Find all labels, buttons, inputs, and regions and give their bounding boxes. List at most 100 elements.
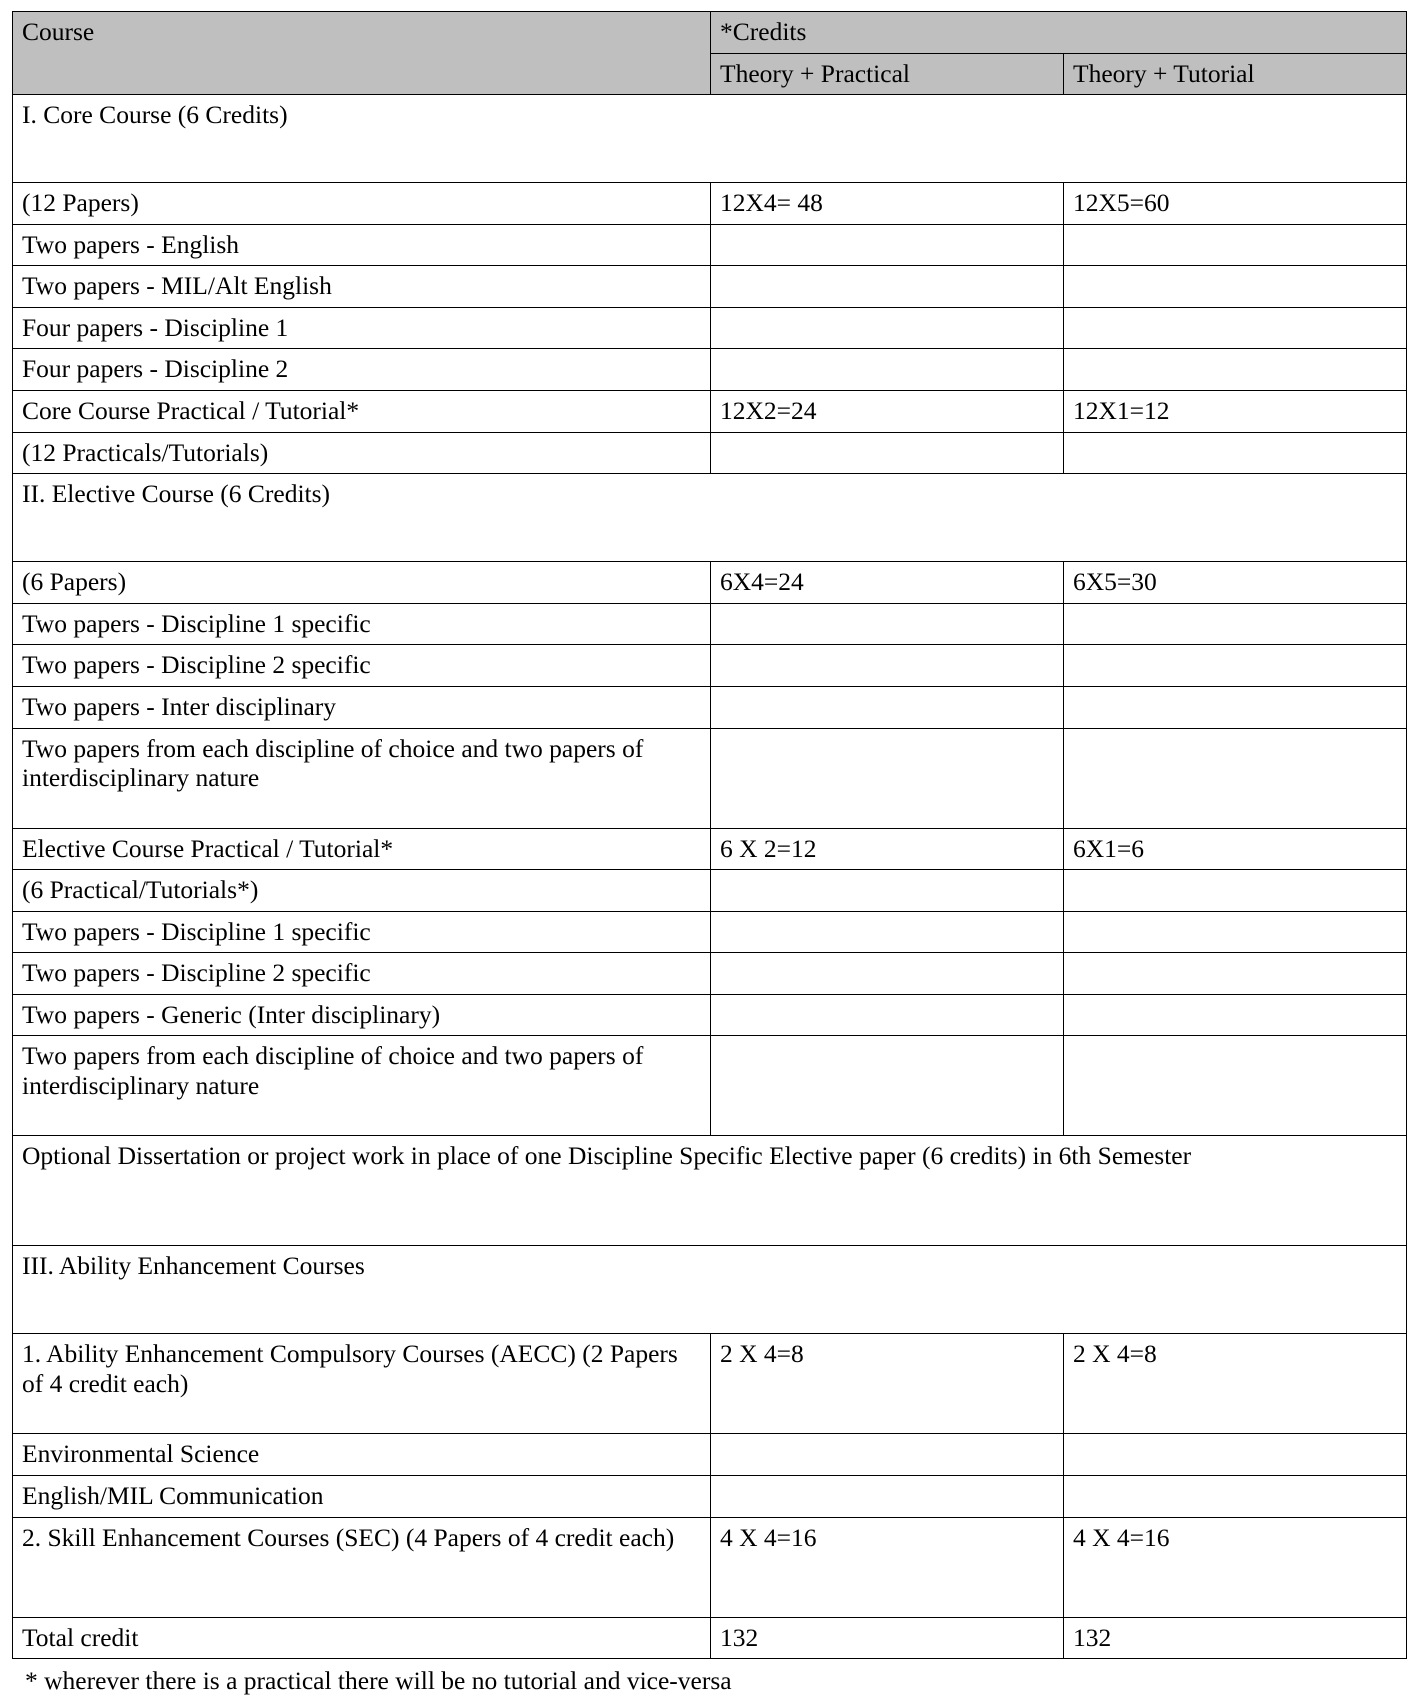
cell-theory-tutorial (1062, 348, 1408, 392)
cell-theory-practical (710, 952, 1064, 995)
table-row: Environmental Science (12, 1433, 1408, 1476)
cell-course: (6 Practical/Tutorials*) (12, 869, 711, 912)
table-row: Two papers - Discipline 1 specific (12, 910, 1408, 954)
table-row: Two papers - Discipline 1 specific (12, 602, 1408, 646)
cell-theory-tutorial (1062, 869, 1408, 912)
cell-course: Total credit (12, 1616, 711, 1660)
cell-theory-tutorial (1062, 1035, 1408, 1137)
cell-theory-tutorial (1062, 1433, 1408, 1476)
table-row: Two papers from each discipline of choic… (12, 727, 1408, 829)
document-page: Course *Credits Theory + Practical Theor… (11, 10, 1408, 1695)
table-row: (12 Papers) 12X4= 48 12X5=60 (12, 182, 1408, 225)
cell-theory-tutorial (1062, 306, 1408, 350)
section-title-part-2: paper (6 credits) in 6th Semester (852, 1141, 1192, 1171)
cell-theory-tutorial: 12X5=60 (1062, 182, 1408, 225)
cell-theory-tutorial (1062, 602, 1408, 646)
cell-course: English/MIL Communication (12, 1474, 711, 1518)
header-row-1: Course *Credits (12, 10, 1408, 96)
section-title-cell: Optional Dissertation or project work in… (11, 1135, 1408, 1247)
section-title-part-1: Optional Dissertation or project work in… (22, 1141, 770, 1171)
table-row: Elective Course Practical / Tutorial* 6 X… (12, 827, 1408, 871)
cell-course: (6 Papers) (12, 561, 711, 604)
cell-theory-practical: 12X2=24 (710, 390, 1064, 433)
cell-theory-tutorial (1062, 993, 1408, 1037)
footnote-text: * wherever there is a practical there wi… (25, 1666, 732, 1696)
table-row: Two papers - MIL/Alt English (12, 265, 1408, 308)
cell-theory-tutorial (1062, 952, 1408, 995)
cell-theory-practical: 6 X 2=12 (710, 827, 1064, 871)
cell-theory-tutorial: 2 X 4=8 (1062, 1333, 1408, 1435)
cell-theory-tutorial (1062, 431, 1408, 475)
table-row: (6 Practical/Tutorials*) (12, 869, 1408, 912)
header-course: Course (12, 10, 711, 96)
table-row: Two papers - Generic (Inter disciplinary… (12, 993, 1408, 1037)
cell-course: Two papers - Discipline 1 specific (12, 602, 711, 646)
table-row: (12 Practicals/Tutorials) (12, 431, 1408, 475)
table-row: Four papers - Discipline 2 (12, 348, 1408, 392)
cell-theory-practical (710, 910, 1064, 954)
cell-course: Elective Course Practical / Tutorial* (12, 827, 711, 871)
cell-theory-tutorial: 6X5=30 (1062, 561, 1408, 604)
section-title-cell: I. Core Course (6 Credits) (11, 94, 1408, 184)
cell-theory-practical (710, 993, 1064, 1037)
cell-theory-practical (710, 685, 1064, 729)
credits-structure-table: Course *Credits Theory + Practical Theor… (11, 10, 1408, 1660)
cell-course: Core Course Practical / Tutorial* (12, 390, 711, 433)
cell-theory-tutorial (1062, 644, 1408, 687)
cell-course: Two papers - Generic (Inter disciplinary… (12, 993, 711, 1037)
table-row: (6 Papers) 6X4=24 6X5=30 (12, 561, 1408, 604)
table-row: Two papers - English (12, 223, 1408, 267)
cell-theory-practical (710, 602, 1064, 646)
header-theory-practical: Theory + Practical (710, 52, 1064, 96)
cell-course: 1. Ability Enhancement Compulsory Course… (12, 1333, 711, 1435)
cell-theory-practical (710, 348, 1064, 392)
table-header: Course *Credits Theory + Practical Theor… (12, 10, 1408, 96)
cell-theory-tutorial (1062, 265, 1408, 308)
table-row: Two papers - Discipline 2 specific (12, 952, 1408, 995)
cell-theory-tutorial (1062, 1474, 1408, 1518)
cell-theory-practical: 132 (710, 1616, 1064, 1660)
table-section-row: Optional Dissertation or project work in… (11, 1135, 1408, 1247)
section-title-cell: III. Ability Enhancement Courses (11, 1245, 1408, 1335)
cell-course: Four papers - Discipline 2 (12, 348, 711, 392)
cell-theory-tutorial (1062, 910, 1408, 954)
cell-theory-practical (710, 431, 1064, 475)
table-row: Two papers - Discipline 2 specific (12, 644, 1408, 687)
cell-theory-practical: 12X4= 48 (710, 182, 1064, 225)
cell-theory-practical: 4 X 4=16 (710, 1516, 1064, 1618)
cell-theory-practical (710, 306, 1064, 350)
cell-theory-practical (710, 1474, 1064, 1518)
header-theory-tutorial: Theory + Tutorial (1062, 52, 1408, 96)
cell-theory-practical: 6X4=24 (710, 561, 1064, 604)
cell-theory-practical (710, 1433, 1064, 1476)
cell-course: Two papers - Discipline 2 specific (12, 952, 711, 995)
cell-theory-tutorial (1062, 685, 1408, 729)
cell-course: Two papers - English (12, 223, 711, 267)
header-credits: *Credits (709, 11, 1408, 54)
cell-theory-tutorial (1062, 727, 1408, 829)
cell-course: (12 Papers) (12, 182, 711, 225)
section-title-cell: II. Elective Course (6 Credits) (11, 473, 1408, 563)
table-row: Two papers from each discipline of choic… (12, 1035, 1408, 1137)
header-row-2: Theory + Practical Theory + Tutorial (13, 52, 1408, 96)
cell-course: Two papers - Inter disciplinary (12, 685, 711, 729)
cell-theory-tutorial: 132 (1062, 1616, 1408, 1660)
cell-course: Two papers - Discipline 2 specific (12, 644, 711, 687)
cell-course: Environmental Science (12, 1433, 711, 1476)
cell-theory-tutorial (1062, 223, 1408, 267)
cell-theory-practical (710, 265, 1064, 308)
cell-theory-practical (710, 1035, 1064, 1137)
section-title-emphasis: Elective (769, 1141, 853, 1171)
table-row: English/MIL Communication (12, 1474, 1408, 1518)
cell-course: (12 Practicals/Tutorials) (12, 431, 711, 475)
cell-course: Two papers from each discipline of choic… (12, 727, 711, 829)
cell-theory-practical (710, 869, 1064, 912)
cell-theory-practical (710, 223, 1064, 267)
cell-theory-practical (710, 727, 1064, 829)
cell-course: Two papers from each discipline of choic… (12, 1035, 711, 1137)
cell-course: 2. Skill Enhancement Courses (SEC) (4 Pa… (12, 1516, 711, 1618)
table-section-row: III. Ability Enhancement Courses (11, 1245, 1408, 1335)
table-row: 2. Skill Enhancement Courses (SEC) (4 Pa… (12, 1516, 1408, 1618)
cell-theory-tutorial: 4 X 4=16 (1062, 1516, 1408, 1618)
table-section-row: II. Elective Course (6 Credits) (11, 473, 1408, 563)
